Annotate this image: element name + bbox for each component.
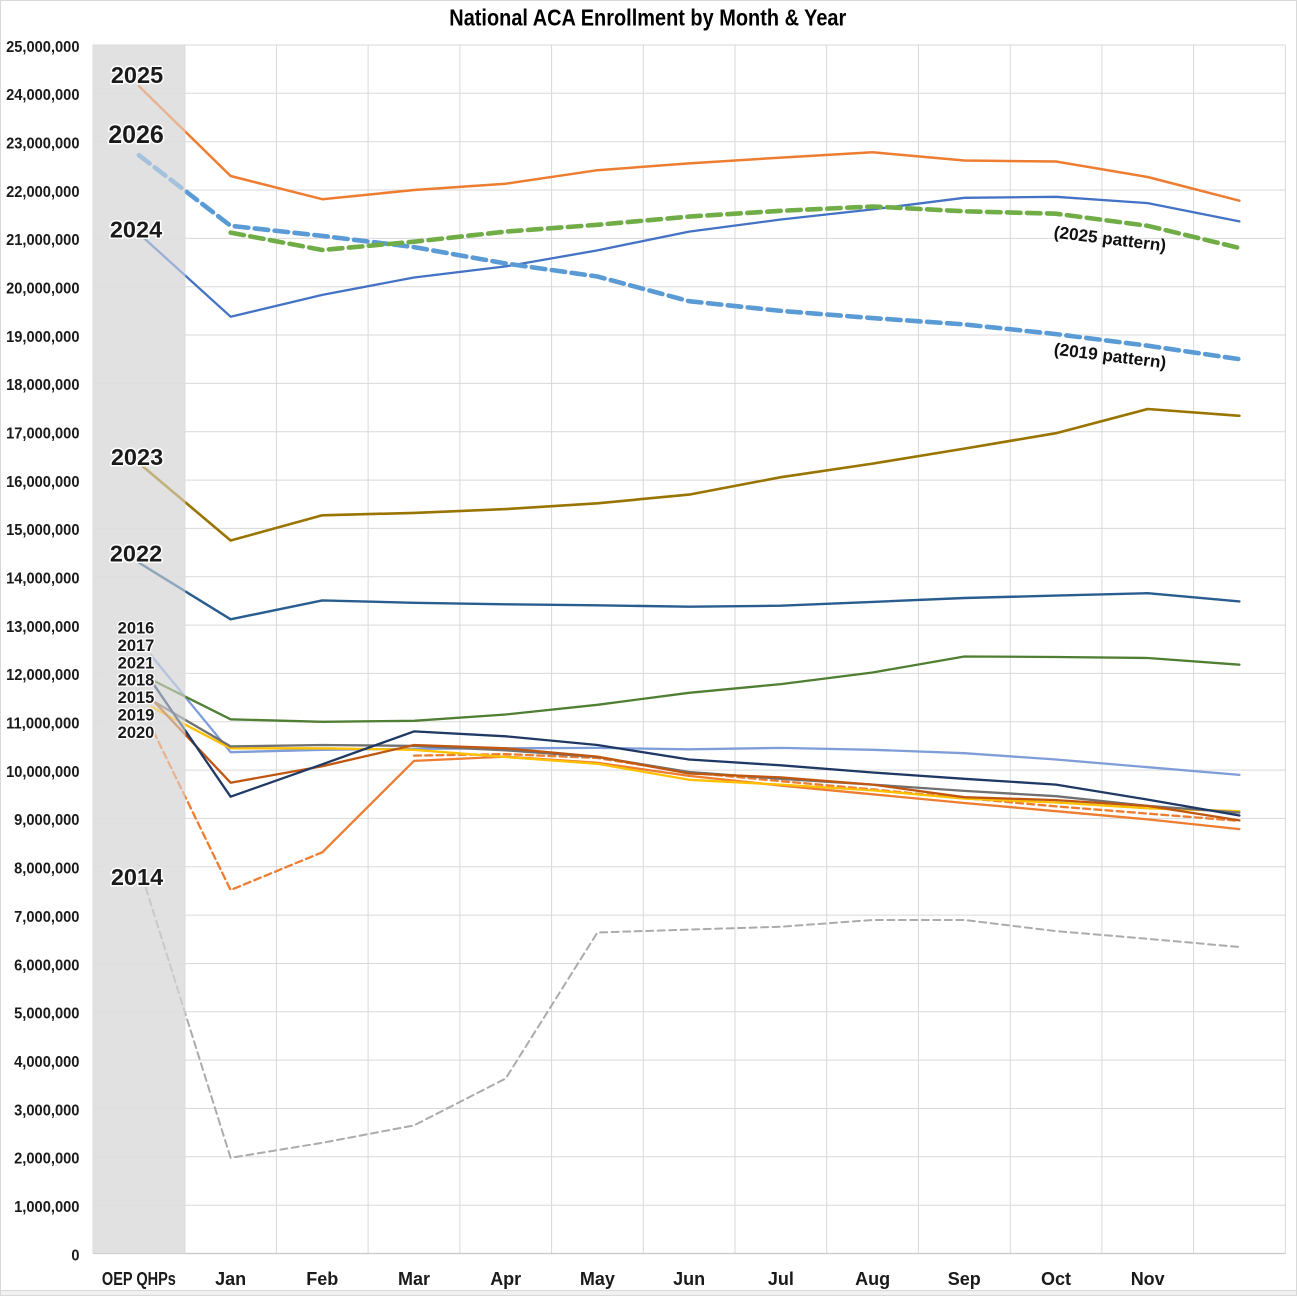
svg-text:OEP QHPs: OEP QHPs [102, 1269, 176, 1289]
svg-text:Nov: Nov [1131, 1269, 1165, 1289]
svg-text:2015: 2015 [118, 689, 155, 707]
svg-text:Feb: Feb [306, 1269, 338, 1289]
svg-text:25,000,000: 25,000,000 [6, 39, 79, 56]
svg-text:Jul: Jul [768, 1269, 794, 1289]
svg-text:2018: 2018 [118, 672, 155, 690]
svg-text:1,000,000: 1,000,000 [14, 1199, 79, 1216]
svg-text:Oct: Oct [1041, 1269, 1071, 1289]
svg-text:0: 0 [71, 1247, 79, 1264]
svg-text:Apr: Apr [490, 1269, 521, 1289]
svg-text:20,000,000: 20,000,000 [6, 281, 79, 298]
svg-text:2014: 2014 [111, 864, 163, 890]
svg-text:2017: 2017 [118, 637, 155, 655]
svg-text:17,000,000: 17,000,000 [6, 426, 79, 443]
svg-text:22,000,000: 22,000,000 [6, 184, 79, 201]
svg-text:14,000,000: 14,000,000 [6, 571, 79, 588]
svg-text:Jun: Jun [673, 1269, 705, 1289]
svg-text:Sep: Sep [948, 1269, 981, 1289]
svg-text:Mar: Mar [398, 1269, 430, 1289]
svg-text:4,000,000: 4,000,000 [14, 1054, 79, 1071]
svg-text:6,000,000: 6,000,000 [14, 957, 79, 974]
svg-text:7,000,000: 7,000,000 [14, 909, 79, 926]
svg-text:2021: 2021 [118, 654, 155, 672]
svg-text:3,000,000: 3,000,000 [14, 1102, 79, 1119]
svg-text:2023: 2023 [111, 444, 163, 470]
svg-text:2025: 2025 [111, 62, 163, 88]
svg-text:21,000,000: 21,000,000 [6, 232, 79, 249]
svg-text:May: May [580, 1269, 615, 1289]
svg-text:Aug: Aug [855, 1269, 890, 1289]
svg-text:24,000,000: 24,000,000 [6, 87, 79, 104]
svg-text:2022: 2022 [110, 541, 162, 567]
svg-text:2020: 2020 [118, 724, 155, 742]
svg-text:2024: 2024 [110, 217, 162, 243]
svg-text:Jan: Jan [215, 1269, 246, 1289]
svg-text:8,000,000: 8,000,000 [14, 861, 79, 878]
svg-text:19,000,000: 19,000,000 [6, 329, 79, 346]
svg-text:9,000,000: 9,000,000 [14, 812, 79, 829]
svg-text:18,000,000: 18,000,000 [6, 377, 79, 394]
svg-text:2019: 2019 [118, 707, 155, 725]
svg-text:12,000,000: 12,000,000 [6, 667, 79, 684]
svg-text:16,000,000: 16,000,000 [6, 474, 79, 491]
svg-text:2026: 2026 [108, 121, 164, 149]
svg-text:National ACA Enrollment by Mon: National ACA Enrollment by Month & Year [449, 5, 846, 31]
svg-text:23,000,000: 23,000,000 [6, 136, 79, 153]
svg-text:13,000,000: 13,000,000 [6, 619, 79, 636]
svg-text:2016: 2016 [118, 620, 155, 638]
svg-text:15,000,000: 15,000,000 [6, 522, 79, 539]
svg-text:5,000,000: 5,000,000 [14, 1006, 79, 1023]
svg-text:10,000,000: 10,000,000 [6, 764, 79, 781]
svg-text:11,000,000: 11,000,000 [6, 716, 79, 733]
svg-text:2,000,000: 2,000,000 [14, 1151, 79, 1168]
